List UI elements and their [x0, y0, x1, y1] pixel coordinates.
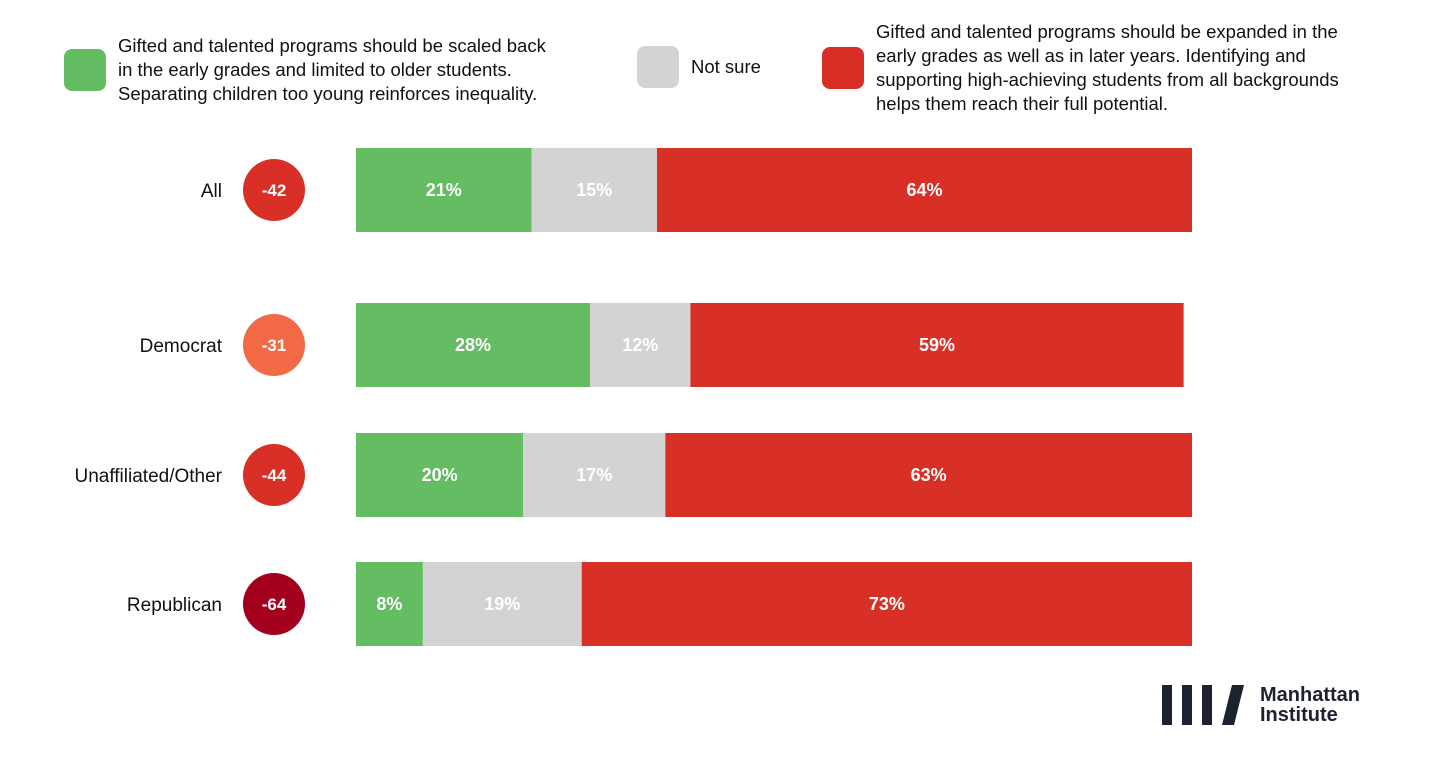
row-label-republican: Republican — [127, 595, 222, 616]
bar-segment-all-0 — [356, 148, 532, 232]
bar-segment-all-2 — [656, 148, 1192, 232]
net-score-circle-democrat — [243, 314, 305, 376]
legend-swatch-gray — [637, 46, 679, 88]
net-score-circle-unaffiliated-other — [243, 444, 305, 506]
legend-swatch-green — [64, 49, 106, 91]
bar-value-label-republican-1: 19% — [484, 594, 520, 614]
bar-value-label-all-2: 64% — [906, 180, 942, 200]
bar-segment-democrat-2 — [690, 303, 1184, 387]
bar-value-label-unaffiliated-other-1: 17% — [576, 465, 612, 485]
legend-label-scale-back: Gifted and talented programs should be s… — [118, 35, 546, 104]
bar-segment-republican-0 — [356, 562, 423, 646]
bar-value-label-republican-2: 73% — [869, 594, 905, 614]
net-score-label-democrat: -31 — [262, 336, 287, 355]
legend-item-scale-back: Gifted and talented programs should be s… — [64, 34, 624, 106]
net-score-circle-republican — [243, 573, 305, 635]
bar-value-label-unaffiliated-other-2: 63% — [911, 465, 947, 485]
bar-value-label-unaffiliated-other-0: 20% — [422, 465, 458, 485]
net-score-label-unaffiliated-other: -44 — [262, 466, 287, 485]
manhattan-institute-logo: Manhattan Institute — [1160, 684, 1360, 726]
net-score-label-all: -42 — [262, 181, 287, 200]
bar-segment-unaffiliated-other-0 — [356, 433, 524, 517]
legend-label-expand: Gifted and talented programs should be e… — [876, 21, 1339, 114]
row-label-unaffiliated-other: Unaffiliated/Other — [74, 466, 222, 487]
bar-segment-unaffiliated-other-1 — [523, 433, 666, 517]
net-score-label-republican: -64 — [262, 595, 287, 614]
bar-segment-all-1 — [531, 148, 657, 232]
bar-row-democrat: Democrat -31 28% 12% 59% — [140, 303, 1184, 387]
manhattan-institute-logo-icon — [1162, 685, 1244, 725]
bar-segment-democrat-1 — [590, 303, 691, 387]
bar-segment-democrat-0 — [356, 303, 591, 387]
bar-value-label-democrat-1: 12% — [622, 335, 658, 355]
bar-value-label-all-1: 15% — [576, 180, 612, 200]
bar-value-label-all-0: 21% — [426, 180, 462, 200]
stacked-bar-chart: All -42 21% 15% 64% Democrat -31 28% 12% 59% Unaff… — [74, 148, 1192, 646]
legend-swatch-red — [822, 47, 864, 89]
chart-legend: Gifted and talented programs should be s… — [0, 0, 1456, 130]
bar-value-label-republican-0: 8% — [376, 594, 402, 614]
bar-segment-republican-1 — [422, 562, 582, 646]
bar-segment-unaffiliated-other-2 — [665, 433, 1192, 517]
bar-row-unaffiliated-other: Unaffiliated/Other -44 20% 17% 63% — [74, 433, 1192, 517]
bar-row-all: All -42 21% 15% 64% — [201, 148, 1192, 232]
bar-row-republican: Republican -64 8% 19% 73% — [127, 562, 1192, 646]
legend-label-not-sure: Not sure — [691, 56, 761, 77]
logo-text: Manhattan Institute — [1260, 684, 1360, 726]
bar-segment-republican-2 — [581, 562, 1192, 646]
row-label-democrat: Democrat — [140, 336, 223, 357]
net-score-circle-all — [243, 159, 305, 221]
bar-value-label-democrat-2: 59% — [919, 335, 955, 355]
legend-item-expand: Gifted and talented programs should be e… — [822, 20, 1422, 116]
legend-item-not-sure: Not sure — [637, 46, 817, 88]
bar-value-label-democrat-0: 28% — [455, 335, 491, 355]
row-label-all: All — [201, 181, 222, 202]
